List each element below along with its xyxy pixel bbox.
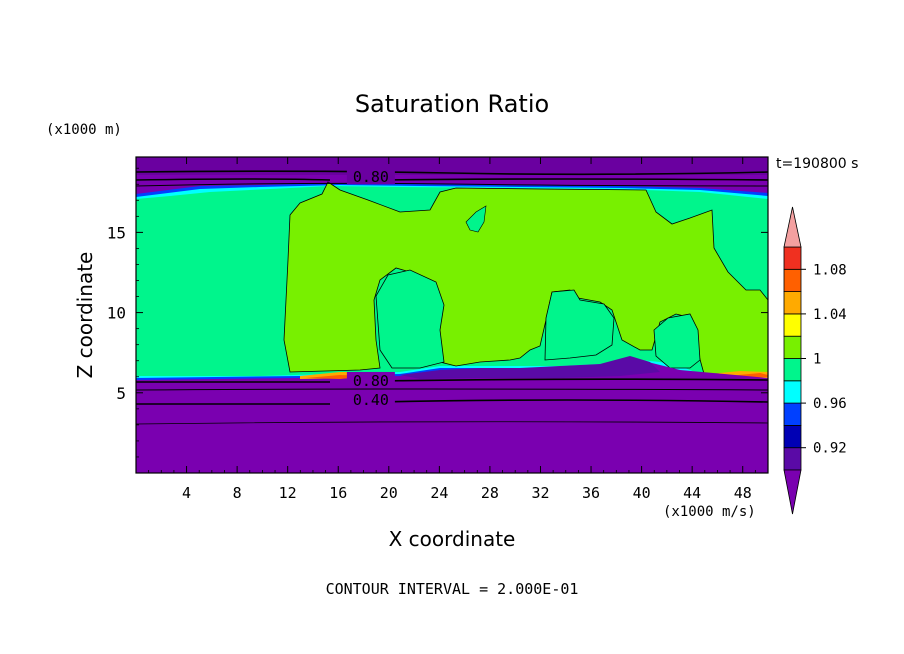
contour-label-bg <box>346 371 395 388</box>
region-lower-dry <box>136 360 768 473</box>
colorbar-tick-label: 0.96 <box>813 396 847 412</box>
colorbar-swatch <box>783 246 802 270</box>
region-supersaturated-plume <box>283 181 768 375</box>
x-tick-label: 20 <box>380 484 398 502</box>
contour-line-upper-2 <box>136 178 768 181</box>
x-tick-label: 4 <box>182 484 191 502</box>
colorbar-swatch <box>783 380 802 404</box>
colorbar-tick-label: 1 <box>813 352 821 368</box>
colorbar-swatch <box>783 268 802 292</box>
contour-line-lower-2 <box>136 388 768 391</box>
contour-label: 0.80 <box>353 372 389 390</box>
contour-interval-footer: CONTOUR INTERVAL = 2.000E-01 <box>326 580 579 598</box>
x-tick-label: 24 <box>430 484 448 502</box>
x-tick-label: 40 <box>633 484 651 502</box>
plot-area <box>136 157 768 473</box>
y-axis: 5 10 15 <box>107 167 768 458</box>
region-pocket-4 <box>465 205 487 233</box>
colorbar-swatch <box>783 402 802 426</box>
x-axis-label: X coordinate <box>389 527 516 551</box>
contour-line-lower-4 <box>136 421 768 425</box>
colorbar-tick-label: 1.08 <box>813 262 847 278</box>
contour-label-bg <box>346 391 395 408</box>
x-tick-label: 48 <box>734 484 752 502</box>
y-axis-label: Z coordinate <box>73 252 97 379</box>
x-tick-label: 44 <box>683 484 701 502</box>
x-tick-label: 32 <box>531 484 549 502</box>
contour-line-upper-1 <box>136 170 768 176</box>
contour-line-upper-3 <box>136 182 768 187</box>
colorbar-swatch <box>783 358 802 382</box>
time-label: t=190800 s <box>776 156 858 172</box>
y-tick-label: 15 <box>107 223 126 242</box>
contour-line-lower-3 <box>136 399 768 405</box>
contour-label: 0.40 <box>353 391 389 409</box>
colorbar-tick-label: 0.92 <box>813 441 847 457</box>
x-axis: 4 8 12 16 20 24 28 32 36 40 44 48 <box>148 157 756 502</box>
colorbar: 0.92 0.96 1 1.04 1.08 <box>783 206 847 515</box>
colorbar-swatch <box>783 291 802 315</box>
x-unit-label: (x1000 m/s) <box>663 504 756 520</box>
contour-labels: 0.800.800.40 <box>346 168 395 409</box>
y-tick-label: 5 <box>116 384 126 403</box>
colorbar-tick-label: 1.04 <box>813 307 847 323</box>
colorbar-swatch <box>783 447 802 471</box>
y-tick-label: 10 <box>107 304 126 323</box>
region-pocket-1 <box>375 269 445 369</box>
x-tick-label: 36 <box>582 484 600 502</box>
y-unit-label: (x1000 m) <box>46 122 122 138</box>
contour-label: 0.80 <box>353 168 389 186</box>
colorbar-under-triangle <box>783 469 802 515</box>
x-tick-label: 16 <box>329 484 347 502</box>
x-tick-label: 8 <box>233 484 242 502</box>
colorbar-swatch <box>783 424 802 449</box>
colorbar-swatch <box>783 335 802 359</box>
x-tick-label: 12 <box>279 484 297 502</box>
contour-label-bg <box>346 168 395 185</box>
region-lower-dark <box>400 356 660 379</box>
chart-title: Saturation Ratio <box>355 90 549 118</box>
colorbar-swatch <box>783 313 802 337</box>
x-tick-label: 28 <box>481 484 499 502</box>
contour-line-lower-1 <box>136 378 768 383</box>
region-pocket-3 <box>653 313 701 369</box>
colorbar-over-triangle <box>783 206 802 248</box>
region-pocket-2 <box>544 289 615 361</box>
